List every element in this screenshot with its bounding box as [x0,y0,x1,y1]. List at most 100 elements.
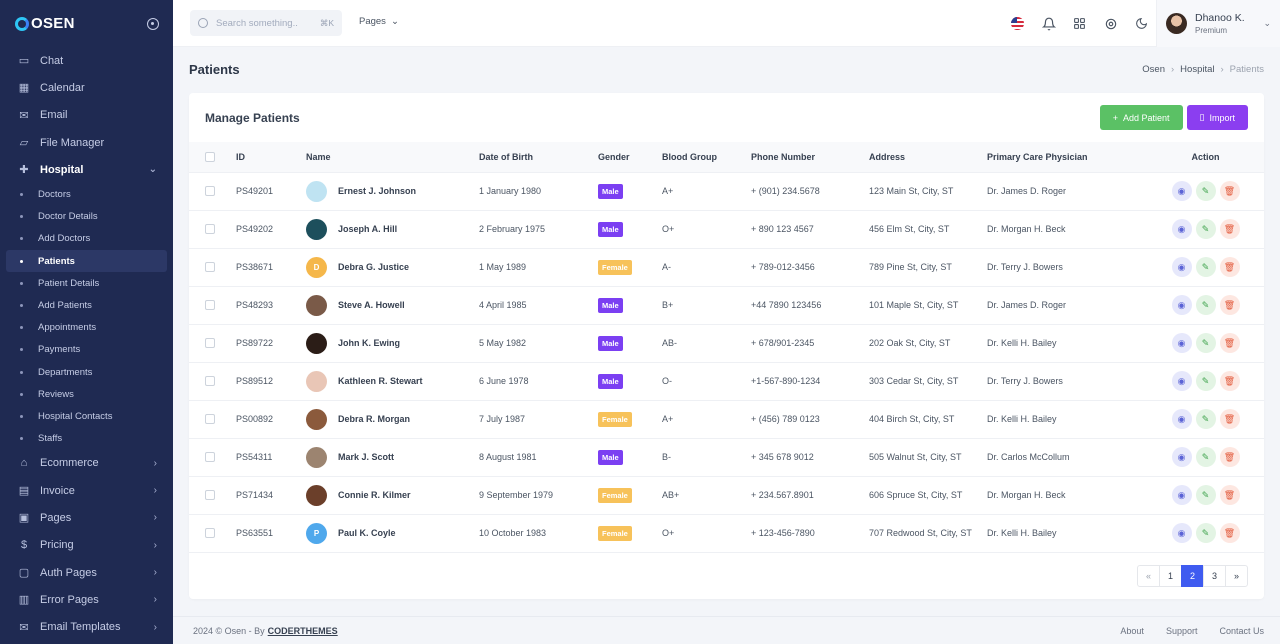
footer-author-link[interactable]: CODERTHEMES [267,625,338,636]
theme-toggle-button[interactable] [1133,15,1150,32]
language-flag-button[interactable] [1009,15,1026,32]
sidebar-subitem-payments[interactable]: Payments [6,339,167,361]
sidebar-subitem-hospital-contacts[interactable]: Hospital Contacts [6,405,167,427]
view-eye-icon[interactable]: ◉ [1171,485,1192,505]
column-header-id[interactable]: ID [236,151,245,162]
brand-logo[interactable]: OSEN [15,15,75,32]
search-input[interactable] [216,17,312,29]
column-header-physician[interactable]: Primary Care Physician [987,151,1088,162]
sidebar-item-file-manager[interactable]: ▱ File Manager [0,129,173,156]
view-eye-icon[interactable]: ◉ [1171,409,1192,429]
row-checkbox[interactable] [205,376,215,387]
pagination-page-3[interactable]: 3 [1203,565,1226,587]
pagination-prev-button[interactable]: « [1137,565,1160,587]
patient-name[interactable]: Mark J. Scott [306,446,479,468]
sidebar-subitem-patient-details[interactable]: Patient Details [6,272,167,294]
sidebar-item-auth-pages[interactable]: ▢ Auth Pages › [0,559,173,586]
footer-link-contact[interactable]: Contact Us [1219,625,1264,636]
edit-pencil-icon[interactable]: ✎ [1195,409,1216,429]
footer-link-about[interactable]: About [1120,625,1144,636]
sidebar-item-pages[interactable]: ▣ Pages › [0,504,173,531]
settings-button[interactable] [1102,15,1119,32]
row-checkbox[interactable] [205,452,215,463]
view-eye-icon[interactable]: ◉ [1171,523,1192,543]
sidebar-item-email-templates[interactable]: ✉ Email Templates › [0,614,173,641]
delete-trash-icon[interactable]: 🗑 [1219,219,1240,239]
delete-trash-icon[interactable]: 🗑 [1219,257,1240,277]
footer-link-support[interactable]: Support [1165,625,1198,636]
view-eye-icon[interactable]: ◉ [1171,295,1192,315]
delete-trash-icon[interactable]: 🗑 [1219,181,1240,201]
sidebar-item-invoice[interactable]: ▤ Invoice › [0,477,173,504]
delete-trash-icon[interactable]: 🗑 [1219,523,1240,543]
delete-trash-icon[interactable]: 🗑 [1219,485,1240,505]
sidebar-toggle-icon[interactable] [147,17,159,30]
column-header-phone[interactable]: Phone Number [751,151,816,162]
column-header-address[interactable]: Address [869,151,906,162]
sidebar-subitem-departments[interactable]: Departments [6,361,167,383]
sidebar-subitem-reviews[interactable]: Reviews [6,383,167,405]
user-menu[interactable]: Dhanoo K. Premium ⌄ [1156,0,1280,47]
row-checkbox[interactable] [205,224,215,235]
row-checkbox[interactable] [205,338,215,349]
sidebar-item-chat[interactable]: ▭ Chat [0,47,173,74]
breadcrumb-item-hospital[interactable]: Hospital [1180,64,1215,75]
view-eye-icon[interactable]: ◉ [1171,219,1192,239]
sidebar-subitem-doctor-details[interactable]: Doctor Details [6,206,167,228]
delete-trash-icon[interactable]: 🗑 [1219,333,1240,353]
edit-pencil-icon[interactable]: ✎ [1195,181,1216,201]
row-checkbox[interactable] [205,262,215,273]
delete-trash-icon[interactable]: 🗑 [1219,447,1240,467]
edit-pencil-icon[interactable]: ✎ [1195,295,1216,315]
view-eye-icon[interactable]: ◉ [1171,257,1192,277]
column-header-dob[interactable]: Date of Birth [479,151,533,162]
patient-name[interactable]: John K. Ewing [306,332,479,354]
edit-pencil-icon[interactable]: ✎ [1195,257,1216,277]
sidebar-item-hospital[interactable]: ✚ Hospital ⌄ [0,156,173,183]
column-header-gender[interactable]: Gender [598,151,630,162]
patient-name[interactable]: Joseph A. Hill [306,218,479,240]
row-checkbox[interactable] [205,414,215,425]
patient-name[interactable]: Steve A. Howell [306,294,479,316]
view-eye-icon[interactable]: ◉ [1171,447,1192,467]
edit-pencil-icon[interactable]: ✎ [1195,333,1216,353]
row-checkbox[interactable] [205,490,215,501]
row-checkbox[interactable] [205,528,215,539]
pagination-next-button[interactable]: » [1225,565,1248,587]
sidebar-item-pricing[interactable]: $ Pricing › [0,532,173,559]
patient-name[interactable]: Ernest J. Johnson [306,180,479,202]
patient-name[interactable]: Connie R. Kilmer [306,484,479,506]
edit-pencil-icon[interactable]: ✎ [1195,523,1216,543]
sidebar-subitem-appointments[interactable]: Appointments [6,317,167,339]
column-header-name[interactable]: Name [306,151,331,162]
add-patient-button[interactable]: + Add Patient [1099,105,1183,130]
sidebar-item-ecommerce[interactable]: ⌂ Ecommerce › [0,450,173,477]
patient-name[interactable]: Kathleen R. Stewart [306,370,479,392]
pages-dropdown[interactable]: Pages ⌄ [359,16,399,27]
sidebar-subitem-add-doctors[interactable]: Add Doctors [6,228,167,250]
import-button[interactable]: ▯ Import [1186,105,1248,130]
row-checkbox[interactable] [205,300,215,311]
patient-name[interactable]: Debra R. Morgan [306,408,479,430]
row-checkbox[interactable] [205,186,215,197]
delete-trash-icon[interactable]: 🗑 [1219,371,1240,391]
notifications-button[interactable] [1040,15,1057,32]
edit-pencil-icon[interactable]: ✎ [1195,219,1216,239]
apps-button[interactable] [1071,15,1088,32]
sidebar-subitem-doctors[interactable]: Doctors [6,183,167,205]
sidebar-item-error-pages[interactable]: ▥ Error Pages › [0,586,173,613]
pagination-page-2[interactable]: 2 [1181,565,1204,587]
edit-pencil-icon[interactable]: ✎ [1195,371,1216,391]
view-eye-icon[interactable]: ◉ [1171,371,1192,391]
sidebar-item-calendar[interactable]: ▦ Calendar [0,74,173,101]
patient-name[interactable]: D Debra G. Justice [306,256,479,278]
edit-pencil-icon[interactable]: ✎ [1195,447,1216,467]
edit-pencil-icon[interactable]: ✎ [1195,485,1216,505]
sidebar-subitem-patients[interactable]: Patients [6,250,167,273]
view-eye-icon[interactable]: ◉ [1171,333,1192,353]
sidebar-item-email[interactable]: ✉ Email [0,102,173,129]
breadcrumb-item-osen[interactable]: Osen [1142,64,1165,75]
select-all-checkbox[interactable] [205,152,215,163]
sidebar-subitem-add-patients[interactable]: Add Patients [6,294,167,316]
view-eye-icon[interactable]: ◉ [1171,181,1192,201]
